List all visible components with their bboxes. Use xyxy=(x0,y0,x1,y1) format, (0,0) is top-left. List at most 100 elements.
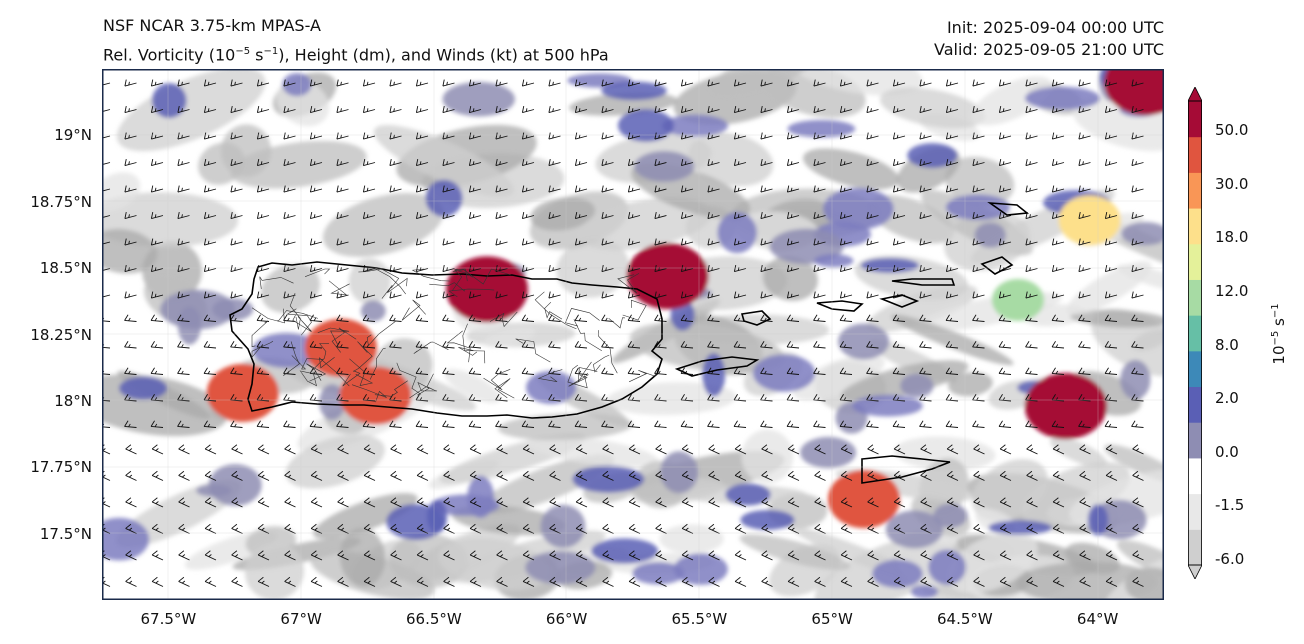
wind-barb xyxy=(972,341,985,349)
wind-barb xyxy=(1025,238,1038,246)
colorbar-tick-label: -6.0 xyxy=(1215,550,1245,568)
wind-barb xyxy=(283,420,296,428)
wind-barb xyxy=(840,550,853,561)
vorticity-max xyxy=(206,363,279,422)
wind-barb xyxy=(1105,550,1118,561)
wind-barb xyxy=(442,185,455,193)
wind-barb xyxy=(231,497,243,508)
wind-barb xyxy=(892,420,906,428)
wind-barb xyxy=(442,367,455,375)
wind-barb xyxy=(443,550,455,561)
y-tick-label: 18.75°N xyxy=(30,192,92,211)
wind-barb xyxy=(230,238,243,246)
wind-barb xyxy=(1026,550,1038,561)
wind-barb xyxy=(256,132,270,140)
title-line-1: NSF NCAR 3.75-km MPAS-A xyxy=(103,16,321,35)
wind-barb xyxy=(468,367,482,375)
wind-barb xyxy=(945,132,959,140)
wind-barb xyxy=(416,444,429,455)
wind-barb xyxy=(733,211,747,220)
wind-barb xyxy=(734,444,747,455)
wind-barb xyxy=(627,158,641,167)
wind-barb xyxy=(443,576,455,587)
map-panel xyxy=(102,69,1164,600)
wind-barb xyxy=(124,132,137,140)
wind-barb xyxy=(840,497,853,508)
wind-barb xyxy=(654,79,667,87)
colorbar-segment xyxy=(1188,315,1202,352)
municipal-boundary xyxy=(462,323,486,364)
wind-barb xyxy=(1051,341,1065,349)
municipal-boundary xyxy=(452,268,511,285)
wind-barb xyxy=(124,105,137,114)
wind-barb xyxy=(468,291,482,299)
wind-barb xyxy=(150,291,164,299)
wind-barb xyxy=(574,158,588,167)
wind-barb xyxy=(230,291,243,299)
wind-barb xyxy=(998,158,1012,167)
wind-barb xyxy=(892,158,906,167)
wind-barb xyxy=(310,470,323,481)
wind-barb xyxy=(839,132,853,140)
wind-barb xyxy=(310,550,323,561)
wind-barb xyxy=(813,105,826,114)
wind-barb xyxy=(522,523,535,534)
wind-barb xyxy=(337,550,349,561)
wind-barb xyxy=(574,291,588,299)
wind-barb xyxy=(575,444,588,455)
wind-barb xyxy=(892,367,906,375)
wind-barb xyxy=(1025,314,1038,322)
wind-barb xyxy=(601,105,614,114)
wind-barb xyxy=(1025,291,1038,299)
wind-barb xyxy=(919,105,932,114)
wind-barb xyxy=(946,523,959,534)
wind-barb xyxy=(680,105,694,114)
wind-barb xyxy=(204,576,217,587)
wind-barb xyxy=(681,523,694,534)
wind-barb xyxy=(336,420,349,428)
wind-barb xyxy=(1104,79,1118,87)
wind-barb xyxy=(496,576,508,587)
wind-barb xyxy=(415,420,429,428)
wind-barb xyxy=(920,550,932,561)
wind-barb xyxy=(813,132,826,140)
wind-barb xyxy=(336,185,349,193)
wind-barb xyxy=(363,444,376,455)
wind-barb xyxy=(495,185,508,193)
wind-barb xyxy=(787,497,800,508)
wind-barb xyxy=(495,238,508,246)
wind-barb xyxy=(151,550,164,561)
wind-barb xyxy=(521,105,535,114)
wind-barb xyxy=(998,314,1012,322)
wind-barb xyxy=(521,211,535,220)
wind-barb xyxy=(919,79,932,87)
wind-barb xyxy=(814,576,826,587)
wind-barb xyxy=(999,444,1012,455)
municipal-boundary xyxy=(277,310,318,321)
wind-barb xyxy=(707,420,720,428)
wind-barb xyxy=(548,105,561,114)
wind-barb xyxy=(945,291,959,299)
wind-barb xyxy=(522,470,535,481)
wind-barb xyxy=(654,238,667,246)
y-tick-label: 17.5°N xyxy=(39,524,92,543)
wind-barb xyxy=(442,291,455,299)
wind-barb xyxy=(284,444,296,455)
wind-barb xyxy=(203,238,217,246)
wind-barb xyxy=(549,523,561,534)
wind-barb xyxy=(919,211,932,220)
wind-barb xyxy=(204,470,217,481)
wind-barb xyxy=(733,105,747,114)
wind-barb xyxy=(839,185,853,193)
wind-barb xyxy=(866,79,879,87)
wind-barb xyxy=(389,105,402,114)
wind-barb xyxy=(336,314,349,322)
wind-barb xyxy=(813,420,826,428)
wind-barb xyxy=(496,550,508,561)
wind-barb xyxy=(681,470,694,481)
wind-barb xyxy=(469,523,482,534)
wind-barb xyxy=(521,367,535,375)
valid-time: Valid: 2025-09-05 21:00 UTC xyxy=(933,40,1164,59)
wind-barb xyxy=(416,470,429,481)
wind-barb xyxy=(1104,291,1118,299)
